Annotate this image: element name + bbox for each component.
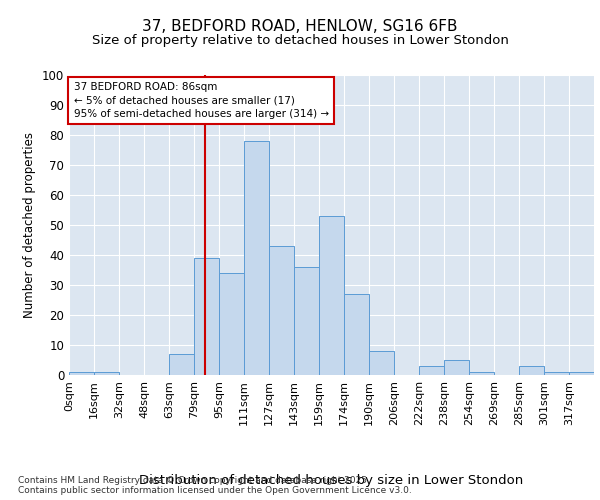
Text: Contains HM Land Registry data © Crown copyright and database right 2025.
Contai: Contains HM Land Registry data © Crown c…	[18, 476, 412, 495]
Bar	[569, 372, 594, 375]
Bar	[344, 294, 369, 375]
Bar	[419, 366, 444, 375]
Y-axis label: Number of detached properties: Number of detached properties	[23, 132, 37, 318]
Bar	[519, 366, 544, 375]
Bar	[319, 216, 344, 375]
Bar	[219, 273, 244, 375]
Bar	[369, 351, 394, 375]
Text: Size of property relative to detached houses in Lower Stondon: Size of property relative to detached ho…	[92, 34, 508, 47]
Bar	[269, 246, 294, 375]
Bar	[244, 141, 269, 375]
Text: 37, BEDFORD ROAD, HENLOW, SG16 6FB: 37, BEDFORD ROAD, HENLOW, SG16 6FB	[142, 19, 458, 34]
Bar	[94, 372, 119, 375]
X-axis label: Distribution of detached houses by size in Lower Stondon: Distribution of detached houses by size …	[139, 474, 524, 486]
Bar	[444, 360, 469, 375]
Bar	[169, 354, 194, 375]
Bar	[544, 372, 569, 375]
Bar	[69, 372, 94, 375]
Text: 37 BEDFORD ROAD: 86sqm
← 5% of detached houses are smaller (17)
95% of semi-deta: 37 BEDFORD ROAD: 86sqm ← 5% of detached …	[74, 82, 329, 119]
Bar	[194, 258, 219, 375]
Bar	[469, 372, 494, 375]
Bar	[294, 267, 319, 375]
